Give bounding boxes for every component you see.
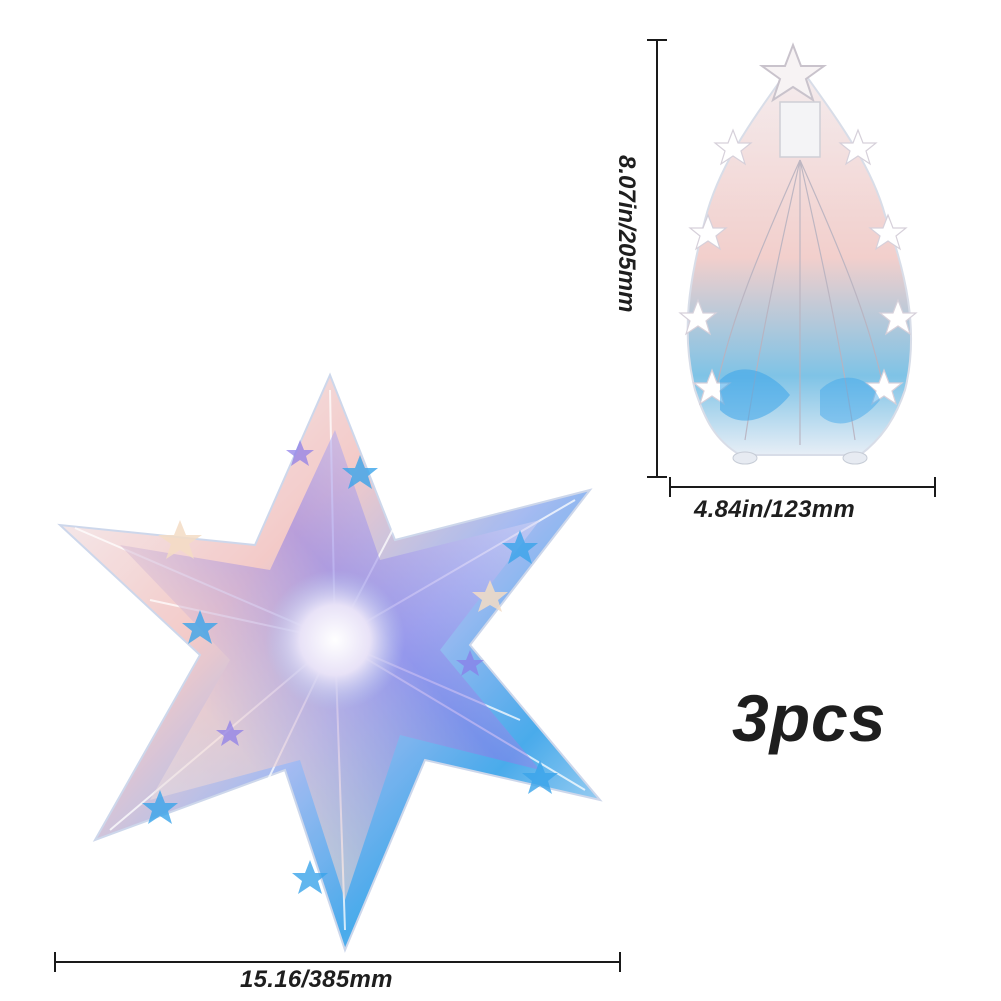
folded-star-hang-tab bbox=[779, 101, 821, 158]
quantity-label: 3pcs bbox=[732, 681, 887, 755]
folded-height-label: 8.07in/205mm bbox=[613, 155, 640, 313]
open-star-cutouts bbox=[142, 455, 558, 894]
folded-star-fold-lines bbox=[714, 159, 886, 445]
dimension-line-open-width bbox=[54, 952, 621, 972]
dimension-line-folded-width bbox=[669, 477, 936, 497]
open-width-label: 15.16/385mm bbox=[240, 966, 393, 993]
folded-width-label: 4.84in/123mm bbox=[694, 496, 856, 523]
open-star-center bbox=[265, 570, 405, 710]
dimension-line-folded-height bbox=[647, 39, 667, 478]
folded-star-top-star bbox=[758, 42, 828, 103]
folded-star-decoration bbox=[678, 42, 918, 465]
open-star-decoration bbox=[57, 372, 603, 953]
